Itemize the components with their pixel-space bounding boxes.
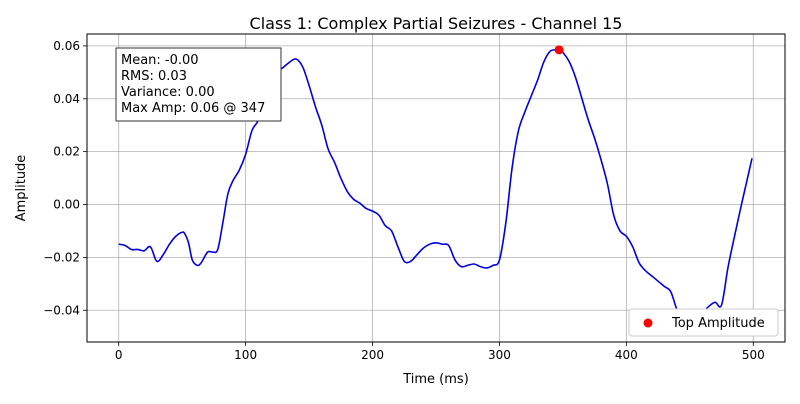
plot-area: [118, 45, 753, 325]
stats-line-variance: Variance: 0.00: [121, 85, 215, 100]
y-tick-label: 0.00: [53, 198, 80, 212]
y-tick-label: 0.02: [53, 145, 80, 159]
x-tick-label: 100: [234, 348, 257, 362]
legend: Top Amplitude: [628, 308, 779, 337]
chart-title: Class 1: Complex Partial Seizures - Chan…: [250, 14, 623, 33]
legend-label-top-amplitude: Top Amplitude: [671, 316, 765, 331]
stats-box: Mean: -0.00 RMS: 0.03 Variance: 0.00 Max…: [115, 47, 282, 122]
y-axis-label: Amplitude: [14, 155, 29, 222]
y-tick-label: −0.04: [43, 303, 80, 317]
x-tick-label: 400: [615, 348, 638, 362]
axis-ticks: 0 100 200 300 400 500 −0.04 −0.02 0.00 0.02 0.04 0.…: [43, 39, 765, 362]
axes-frame: [86, 33, 786, 343]
x-axis-label: Time (ms): [402, 372, 469, 387]
x-tick-label: 0: [115, 348, 123, 362]
y-tick-label: 0.06: [53, 39, 80, 53]
x-tick-label: 500: [742, 348, 765, 362]
stats-box-frame: [115, 47, 282, 122]
x-tick-label: 300: [488, 348, 511, 362]
top-amplitude-point: [554, 45, 564, 55]
signal-line: [118, 48, 753, 325]
stats-line-rms: RMS: 0.03: [121, 69, 187, 84]
y-tick-label: −0.02: [43, 250, 80, 264]
stats-line-max-amp: Max Amp: 0.06 @ 347: [121, 101, 265, 116]
legend-marker-top-amplitude: [643, 318, 653, 328]
stats-line-mean: Mean: -0.00: [121, 53, 199, 68]
x-tick-label: 200: [361, 348, 384, 362]
legend-frame: [628, 308, 779, 337]
y-tick-label: 0.04: [53, 92, 80, 106]
